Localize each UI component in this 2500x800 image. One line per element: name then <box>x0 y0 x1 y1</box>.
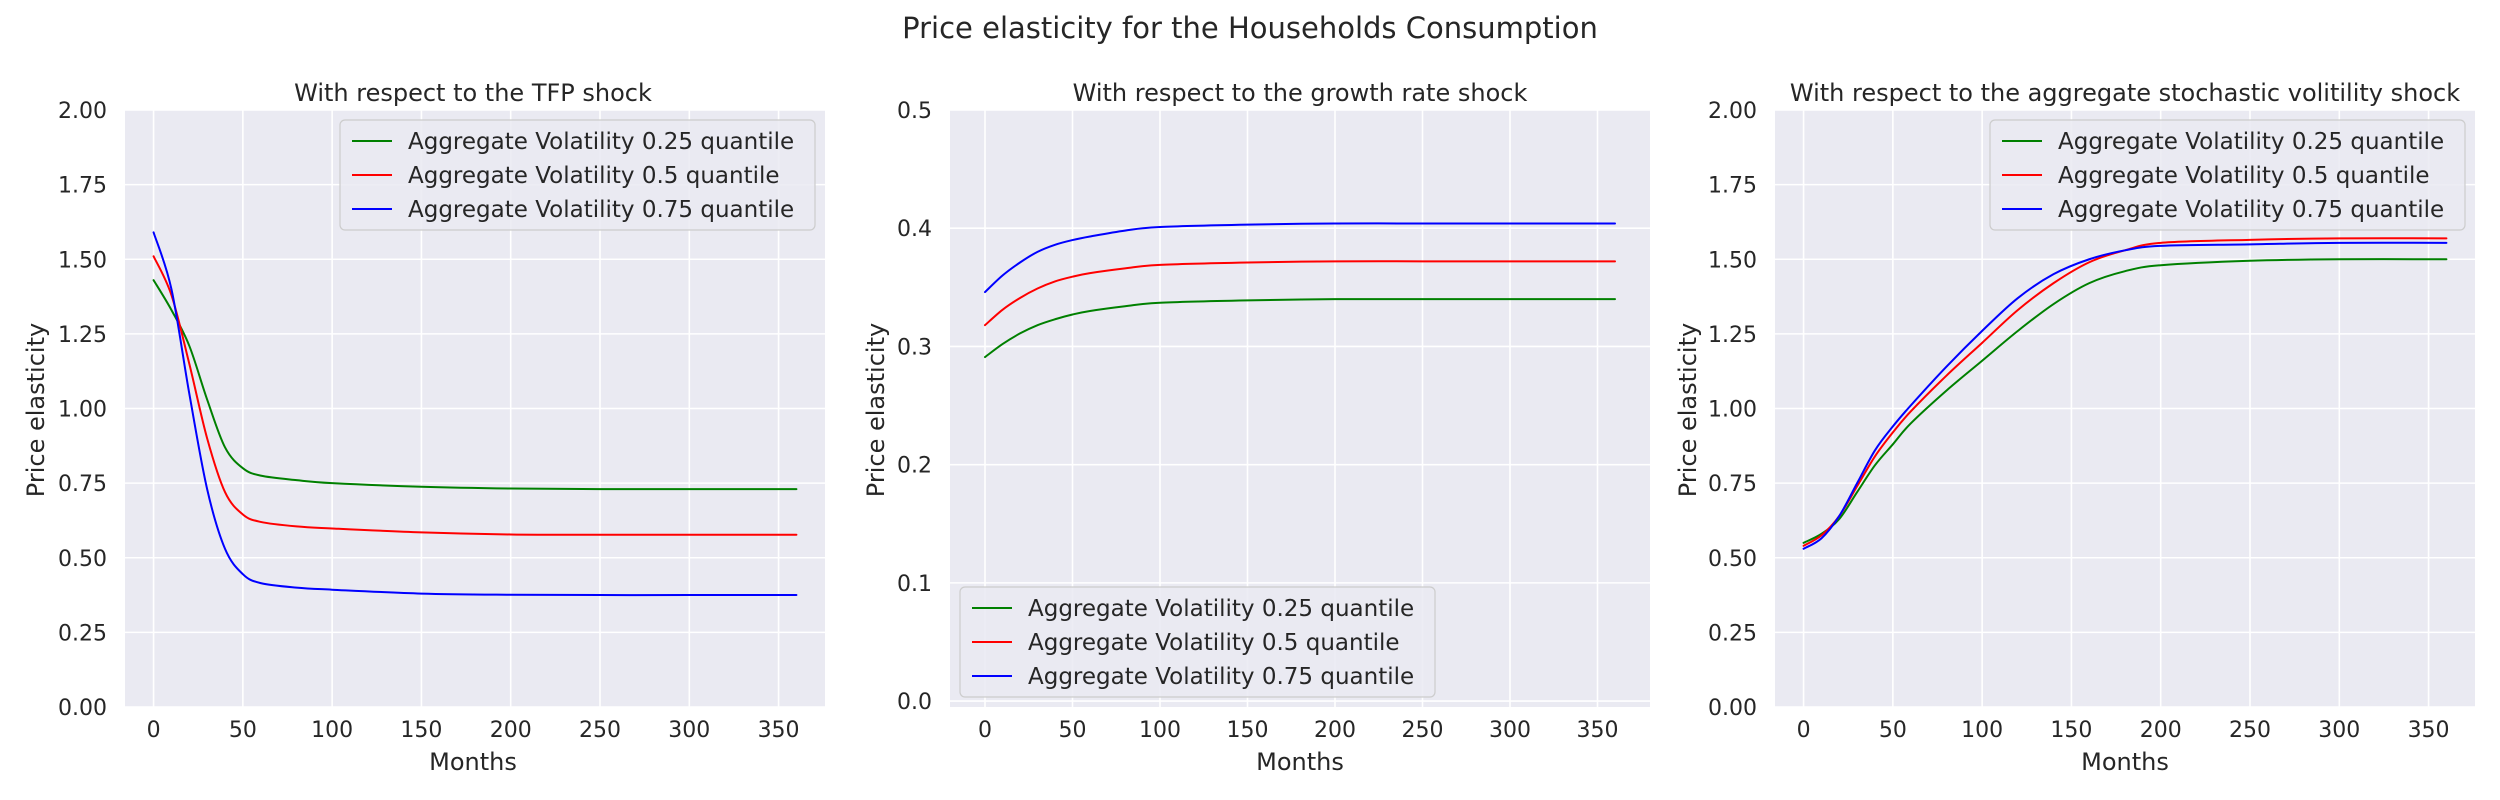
legend-label: Aggregate Volatility 0.5 quantile <box>2058 163 2430 189</box>
chart-panel-tfp: With respect to the TFP shock 0 50 100 150 2… <box>22 79 825 776</box>
x-tick-label: 200 <box>1314 718 1356 743</box>
y-tick-label: 0.50 <box>1708 547 1757 572</box>
x-tick-label: 0 <box>147 718 161 743</box>
y-axis-label-tfp: Price elasticity <box>22 323 50 497</box>
legend-label: Aggregate Volatility 0.5 quantile <box>1028 630 1400 656</box>
y-tick-label: 0.50 <box>58 547 107 572</box>
y-axis-label-growth-rate: Price elasticity <box>862 323 890 497</box>
x-tick-label: 250 <box>2229 718 2271 743</box>
x-tick-label: 0 <box>1797 718 1811 743</box>
series-line-tfp-2 <box>152 255 798 536</box>
series-line-stochastic-volatility-3 <box>1802 241 2448 550</box>
series-line-growth-rate-1 <box>984 298 1616 359</box>
x-tick-label: 150 <box>400 718 442 743</box>
legend-label: Aggregate Volatility 0.75 quantile <box>1028 664 1414 690</box>
y-tick-label: 0.2 <box>897 454 932 479</box>
y-tick-label: 2.00 <box>58 99 107 124</box>
x-tick-label: 150 <box>1227 718 1269 743</box>
legend-label: Aggregate Volatility 0.25 quantile <box>1028 596 1414 622</box>
x-tick-label: 300 <box>1489 718 1531 743</box>
x-tick-label: 50 <box>1879 718 1907 743</box>
x-tick-label: 250 <box>579 718 621 743</box>
y-tick-label: 0.1 <box>897 572 932 597</box>
y-tick-label: 0.5 <box>897 99 932 124</box>
x-tick-label: 250 <box>1402 718 1444 743</box>
legend-growth-rate: Aggregate Volatility 0.25 quantile Aggreg… <box>959 586 1436 698</box>
y-tick-label: 0.75 <box>58 472 107 497</box>
y-tick-label: 2.00 <box>1708 99 1757 124</box>
x-tick-label: 100 <box>1139 718 1181 743</box>
y-tick-label: 1.50 <box>1708 248 1757 273</box>
chart-panel-stochastic-volatility: With respect to the aggregate stochastic… <box>1674 79 2475 776</box>
x-tick-label: 200 <box>2140 718 2182 743</box>
legend-stochastic-volatility: Aggregate Volatility 0.25 quantile Aggreg… <box>1989 119 2466 231</box>
x-tick-label: 100 <box>1961 718 2003 743</box>
x-tick-label: 300 <box>2318 718 2360 743</box>
y-tick-label: 1.00 <box>1708 398 1757 423</box>
y-axis-label-stochastic-volatility: Price elasticity <box>1674 323 1702 497</box>
series-line-stochastic-volatility-2 <box>1802 237 2448 547</box>
y-tick-label: 0.75 <box>1708 472 1757 497</box>
legend-box <box>1989 119 2466 231</box>
x-tick-label: 350 <box>2408 718 2450 743</box>
legend-label: Aggregate Volatility 0.5 quantile <box>408 163 780 189</box>
y-tick-label: 1.25 <box>58 323 107 348</box>
legend-tfp: Aggregate Volatility 0.25 quantile Aggreg… <box>339 119 816 231</box>
y-tick-label: 1.00 <box>58 398 107 423</box>
series-line-growth-rate-3 <box>984 222 1616 294</box>
x-tick-label: 200 <box>490 718 532 743</box>
x-tick-label: 0 <box>978 718 992 743</box>
x-tick-label: 50 <box>1059 718 1087 743</box>
legend-label: Aggregate Volatility 0.25 quantile <box>2058 129 2444 155</box>
y-tick-label: 0.25 <box>58 621 107 646</box>
y-tick-label: 0.4 <box>897 217 932 242</box>
series-line-tfp-1 <box>152 279 798 491</box>
x-axis-label-tfp: Months <box>429 748 517 776</box>
figure-title: Price elasticity for the Households Cons… <box>902 11 1598 45</box>
y-tick-label: 1.75 <box>58 174 107 199</box>
y-tick-label: 0.00 <box>1708 696 1757 721</box>
chart-panel-growth-rate: With respect to the growth rate shock 0 5… <box>862 79 1650 776</box>
y-tick-label: 0.25 <box>1708 621 1757 646</box>
y-tick-label: 1.50 <box>58 248 107 273</box>
x-tick-label: 300 <box>668 718 710 743</box>
x-tick-label: 100 <box>311 718 353 743</box>
series-line-tfp-3 <box>152 231 798 597</box>
x-axis-label-growth-rate: Months <box>1256 748 1344 776</box>
y-tick-label: 1.25 <box>1708 323 1757 348</box>
legend-box <box>339 119 816 231</box>
legend-label: Aggregate Volatility 0.25 quantile <box>408 129 794 155</box>
panel-title-stochastic-volatility: With respect to the aggregate stochastic… <box>1790 79 2460 107</box>
x-axis-label-stochastic-volatility: Months <box>2081 748 2169 776</box>
y-tick-label: 0.3 <box>897 335 932 360</box>
y-tick-label: 0.00 <box>58 696 107 721</box>
series-line-stochastic-volatility-1 <box>1802 258 2448 544</box>
x-tick-label: 50 <box>229 718 257 743</box>
legend-label: Aggregate Volatility 0.75 quantile <box>408 197 794 223</box>
x-tick-label: 350 <box>758 718 800 743</box>
y-tick-label: 1.75 <box>1708 174 1757 199</box>
legend-label: Aggregate Volatility 0.75 quantile <box>2058 197 2444 223</box>
panel-title-growth-rate: With respect to the growth rate shock <box>1073 79 1528 107</box>
panel-title-tfp: With respect to the TFP shock <box>294 79 652 107</box>
x-tick-label: 150 <box>2050 718 2092 743</box>
y-tick-label: 0.0 <box>897 690 932 715</box>
x-tick-label: 350 <box>1577 718 1619 743</box>
series-line-growth-rate-2 <box>984 260 1616 327</box>
legend-box <box>959 586 1436 698</box>
